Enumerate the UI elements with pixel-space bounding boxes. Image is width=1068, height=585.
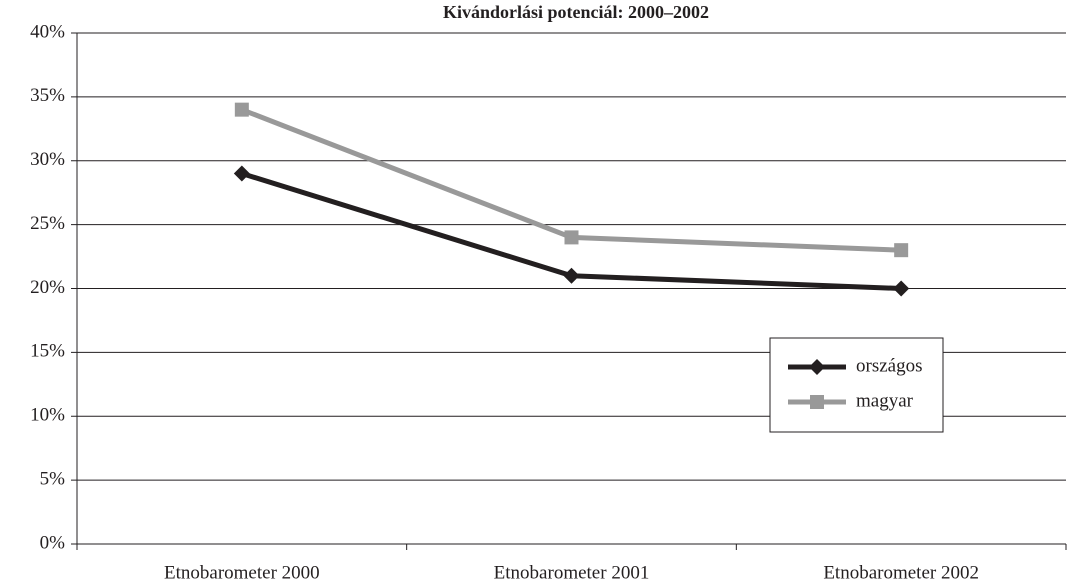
y-tick-label: 15%: [30, 341, 65, 362]
legend-label: magyar: [856, 390, 914, 411]
series-line: [240, 107, 902, 253]
x-tick-label: Etnobarometer 2000: [164, 562, 320, 583]
y-tick-label: 5%: [40, 468, 66, 489]
y-tick-label: 25%: [30, 213, 65, 234]
y-tick-label: 0%: [40, 532, 66, 553]
legend-box: [769, 337, 944, 433]
y-tick-label: 30%: [30, 149, 65, 170]
legend-marker: [810, 395, 824, 409]
y-tick-label: 35%: [30, 85, 65, 106]
legend-label: országos: [856, 355, 922, 376]
y-tick-label: 40%: [30, 21, 65, 42]
data-point: [564, 230, 579, 245]
data-point: [233, 165, 250, 182]
data-point: [563, 267, 580, 284]
y-tick-label: 20%: [30, 277, 65, 298]
data-point: [893, 280, 910, 297]
y-tick-label: 10%: [30, 405, 65, 426]
chart-title: Kivándorlási potenciál: 2000–2002: [443, 2, 709, 22]
x-tick-label: Etnobarometer 2001: [494, 562, 650, 583]
x-tick-label: Etnobarometer 2002: [823, 562, 979, 583]
legend-marker: [809, 359, 825, 375]
data-point: [894, 243, 909, 258]
data-point: [234, 102, 249, 117]
